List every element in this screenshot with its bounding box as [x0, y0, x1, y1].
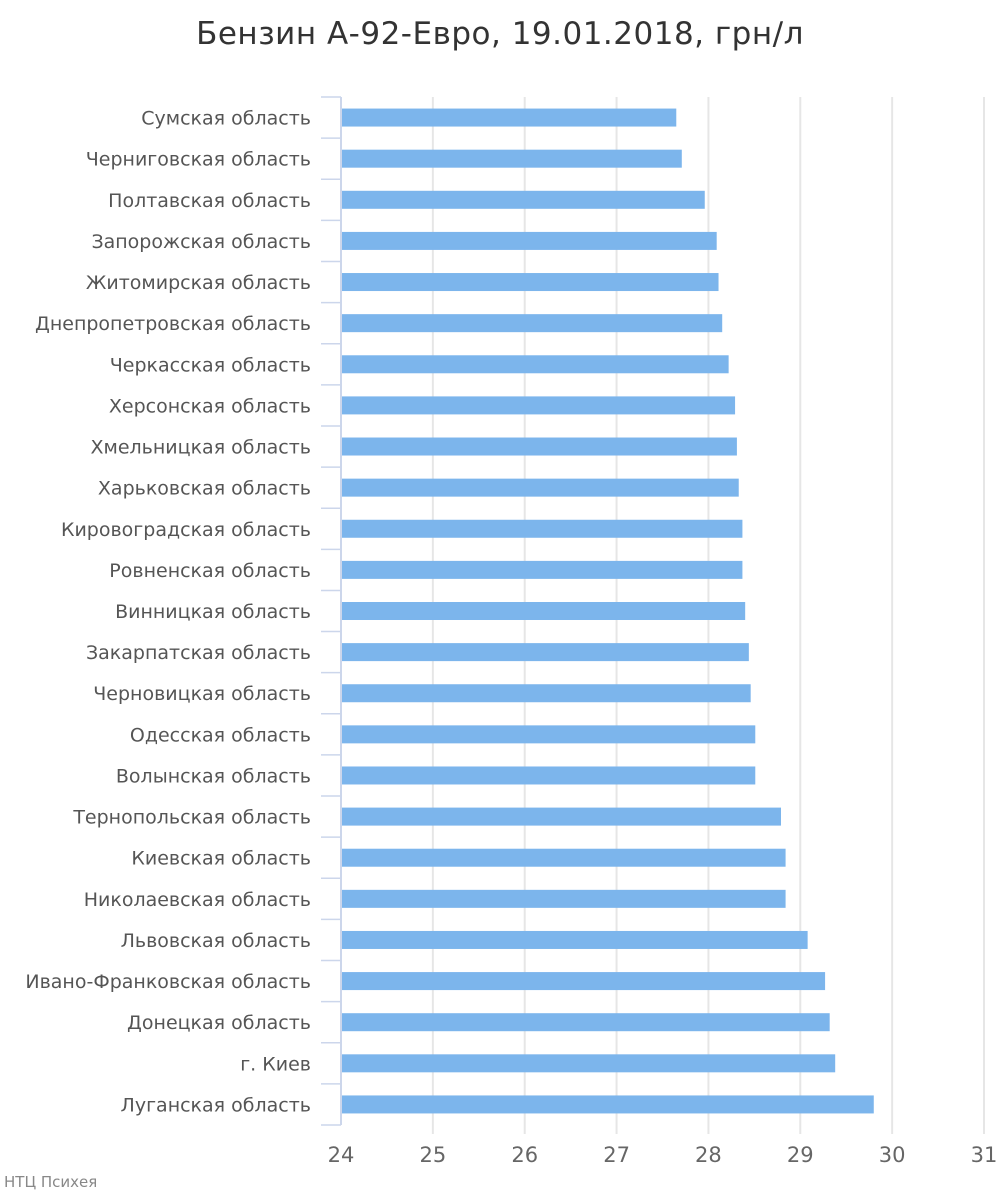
bar: [342, 190, 705, 209]
category-label: Тернопольская область: [72, 807, 311, 829]
category-label: г. Киев: [240, 1053, 311, 1075]
category-label: Житомирская область: [86, 272, 311, 294]
bar: [342, 684, 751, 703]
bar: [342, 560, 743, 579]
category-label: Ивано-Франковская область: [25, 971, 311, 993]
bar: [342, 643, 749, 662]
category-label: Закарпатская область: [86, 642, 311, 664]
x-tick-label: 29: [787, 1143, 814, 1167]
bar: [342, 807, 781, 826]
bar: [342, 972, 826, 991]
bar: [342, 519, 743, 538]
category-label: Черкасская область: [110, 354, 311, 376]
credit-label: НТЦ Психея: [4, 1173, 98, 1191]
category-label: Волынская область: [116, 765, 311, 787]
bar: [342, 314, 723, 333]
bar: [342, 396, 736, 415]
x-tick-label: 24: [328, 1143, 355, 1167]
x-tick-label: 28: [695, 1143, 722, 1167]
bar: [342, 437, 737, 456]
category-label: Кировоградская область: [61, 519, 311, 541]
bar: [342, 848, 786, 867]
x-tick-label: 25: [419, 1143, 446, 1167]
bar: [342, 273, 719, 292]
bar: [342, 108, 677, 127]
category-label: Херсонская область: [109, 395, 311, 417]
bar: [342, 1013, 830, 1032]
x-tick-label: 30: [879, 1143, 906, 1167]
x-tick-label: 26: [511, 1143, 538, 1167]
category-label: Днепропетровская область: [35, 313, 311, 335]
bar: [342, 149, 682, 168]
bar: [342, 231, 717, 250]
category-label: Харьковская область: [98, 478, 311, 500]
category-label: Николаевская область: [84, 889, 311, 911]
bar: [342, 355, 729, 374]
category-label: Черниговская область: [86, 149, 311, 171]
bar: [342, 602, 746, 620]
bar: [342, 1095, 874, 1114]
bar: [342, 725, 756, 744]
category-label: Черновицкая область: [93, 683, 311, 705]
category-label: Одесская область: [130, 724, 311, 746]
bar: [342, 889, 786, 908]
category-label: Винницкая область: [115, 601, 311, 623]
category-label: Запорожская область: [91, 231, 311, 253]
category-label: Львовская область: [121, 930, 311, 952]
bar: [342, 766, 756, 785]
category-label: Луганская область: [121, 1094, 311, 1116]
bar: [342, 1054, 836, 1073]
category-label: Полтавская область: [108, 190, 311, 212]
bar: [342, 930, 808, 949]
x-tick-label: 31: [971, 1143, 998, 1167]
category-label: Хмельницкая область: [90, 437, 311, 459]
category-label: Сумская область: [141, 108, 311, 130]
category-label: Киевская область: [131, 848, 311, 870]
chart-title: Бензин А-92-Евро, 19.01.2018, грн/л: [196, 16, 804, 52]
category-label: Донецкая область: [127, 1012, 311, 1034]
x-tick-label: 27: [603, 1143, 630, 1167]
bar: [342, 478, 739, 497]
category-label: Ровненская область: [109, 560, 311, 582]
